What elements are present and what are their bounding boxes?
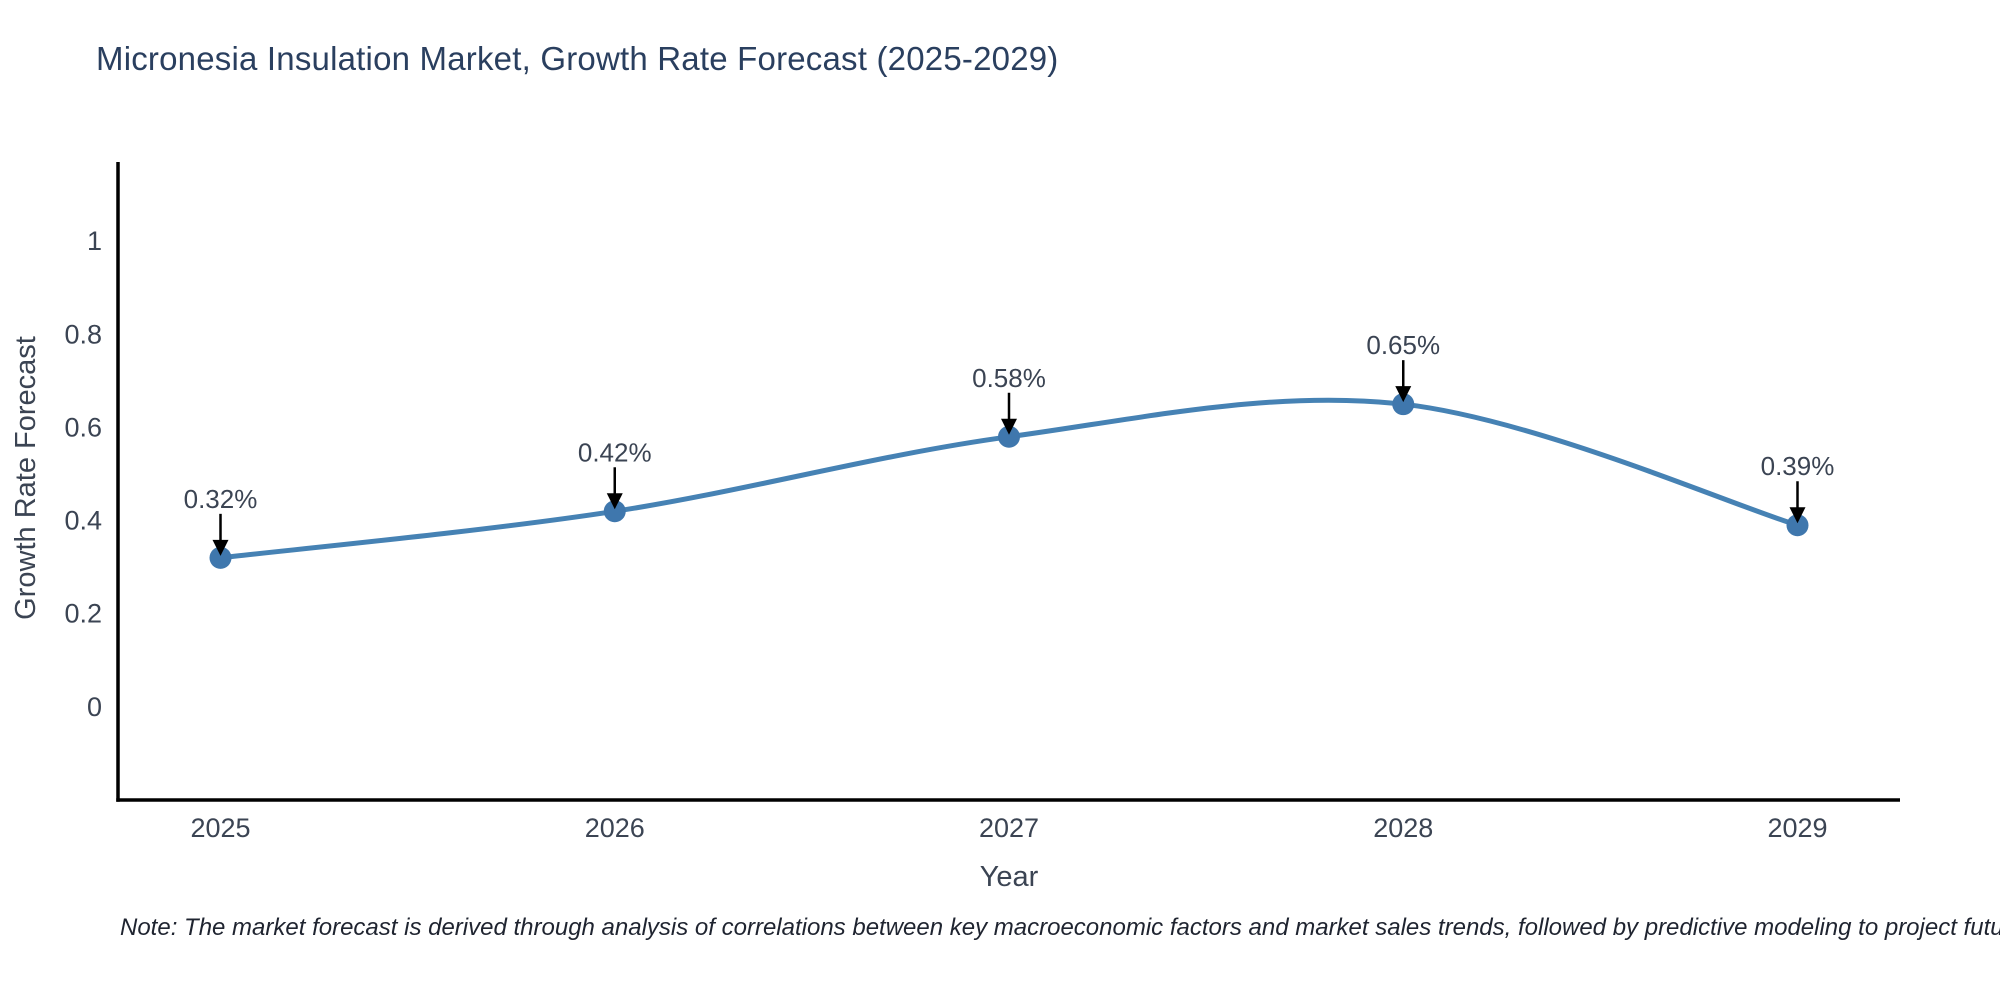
data-point-marker [209,546,232,569]
x-tick-label: 2029 [1767,813,1827,843]
y-tick-label: 1 [87,226,102,256]
x-axis-title: Year [980,861,1039,893]
data-point-marker [1392,393,1415,416]
x-tick-label: 2027 [979,813,1039,843]
data-point-marker [1786,514,1809,537]
annotation-arrowhead-icon [1001,418,1017,435]
y-tick-label: 0.2 [64,599,102,629]
annotation-arrowhead-icon [1395,386,1412,403]
chart-title: Micronesia Insulation Market, Growth Rat… [96,40,1059,77]
annotation-label: 0.42% [578,437,652,467]
x-tick-label: 2026 [585,813,645,843]
footnote: Note: The market forecast is derived thr… [120,914,2000,941]
annotation-label: 0.39% [1761,451,1835,481]
y-tick-label: 0.6 [64,412,102,442]
data-point-marker [998,425,1020,448]
y-tick-label: 0 [87,692,102,722]
annotation-label: 0.58% [972,363,1046,393]
x-tick-label: 2028 [1373,813,1433,843]
annotation-label: 0.65% [1366,330,1440,360]
y-tick-label: 0.4 [64,506,102,536]
data-point-marker [603,500,626,523]
x-tick-label: 2025 [190,813,250,843]
annotation-label: 0.32% [184,484,258,514]
y-axis-title: Growth Rate Forecast [10,336,42,620]
annotation-arrowhead-icon [212,539,229,556]
annotation-arrowhead-icon [1789,507,1806,524]
y-tick-label: 0.8 [64,319,102,349]
annotation-arrowhead-icon [606,493,623,510]
